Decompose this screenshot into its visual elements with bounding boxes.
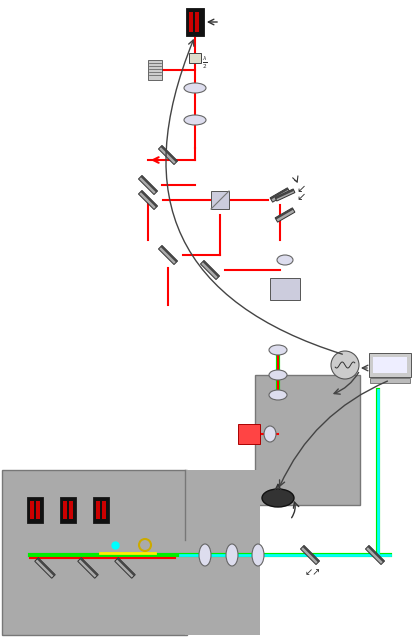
FancyBboxPatch shape: [238, 424, 260, 444]
Polygon shape: [161, 145, 178, 163]
Polygon shape: [141, 191, 158, 207]
Polygon shape: [367, 545, 384, 563]
FancyBboxPatch shape: [370, 378, 410, 383]
FancyBboxPatch shape: [63, 501, 67, 519]
Polygon shape: [117, 558, 135, 576]
FancyBboxPatch shape: [96, 501, 100, 519]
Polygon shape: [203, 260, 219, 278]
FancyBboxPatch shape: [186, 8, 204, 36]
Polygon shape: [138, 191, 158, 209]
FancyBboxPatch shape: [255, 375, 360, 505]
FancyBboxPatch shape: [148, 60, 162, 80]
FancyBboxPatch shape: [30, 501, 34, 519]
FancyBboxPatch shape: [93, 497, 109, 523]
FancyBboxPatch shape: [211, 191, 229, 209]
Ellipse shape: [269, 370, 287, 380]
FancyBboxPatch shape: [373, 357, 407, 373]
Polygon shape: [141, 175, 158, 193]
Polygon shape: [275, 189, 294, 199]
Ellipse shape: [277, 255, 293, 265]
Polygon shape: [275, 208, 294, 219]
Ellipse shape: [269, 345, 287, 355]
FancyBboxPatch shape: [36, 501, 40, 519]
FancyBboxPatch shape: [2, 470, 187, 635]
Polygon shape: [80, 558, 98, 576]
Polygon shape: [275, 189, 295, 201]
Ellipse shape: [252, 544, 264, 566]
FancyBboxPatch shape: [189, 12, 193, 32]
Text: ↙↗: ↙↗: [305, 567, 321, 577]
Ellipse shape: [184, 83, 206, 93]
Polygon shape: [115, 558, 135, 578]
FancyBboxPatch shape: [27, 497, 43, 523]
Polygon shape: [158, 246, 178, 265]
Ellipse shape: [199, 544, 211, 566]
Polygon shape: [201, 260, 219, 279]
Polygon shape: [161, 246, 178, 262]
FancyBboxPatch shape: [102, 501, 106, 519]
Text: ↙: ↙: [296, 184, 305, 194]
Circle shape: [331, 351, 359, 379]
Polygon shape: [275, 208, 295, 222]
Ellipse shape: [262, 489, 294, 507]
FancyBboxPatch shape: [189, 53, 201, 63]
Polygon shape: [301, 545, 319, 565]
Ellipse shape: [269, 390, 287, 400]
FancyBboxPatch shape: [369, 353, 411, 378]
Polygon shape: [138, 175, 158, 195]
Polygon shape: [78, 558, 98, 578]
Polygon shape: [270, 188, 289, 200]
Polygon shape: [158, 145, 178, 165]
Text: $\frac{\lambda}{2}$: $\frac{\lambda}{2}$: [202, 55, 208, 71]
Polygon shape: [37, 558, 55, 576]
Polygon shape: [270, 188, 290, 202]
FancyBboxPatch shape: [195, 12, 199, 32]
FancyBboxPatch shape: [60, 497, 76, 523]
FancyBboxPatch shape: [69, 501, 73, 519]
Ellipse shape: [184, 115, 206, 125]
Ellipse shape: [264, 426, 276, 442]
Polygon shape: [303, 545, 319, 563]
Polygon shape: [35, 558, 55, 578]
FancyBboxPatch shape: [185, 470, 260, 635]
Text: ↙: ↙: [296, 192, 305, 202]
FancyBboxPatch shape: [270, 278, 300, 300]
Ellipse shape: [226, 544, 238, 566]
Polygon shape: [365, 545, 384, 565]
